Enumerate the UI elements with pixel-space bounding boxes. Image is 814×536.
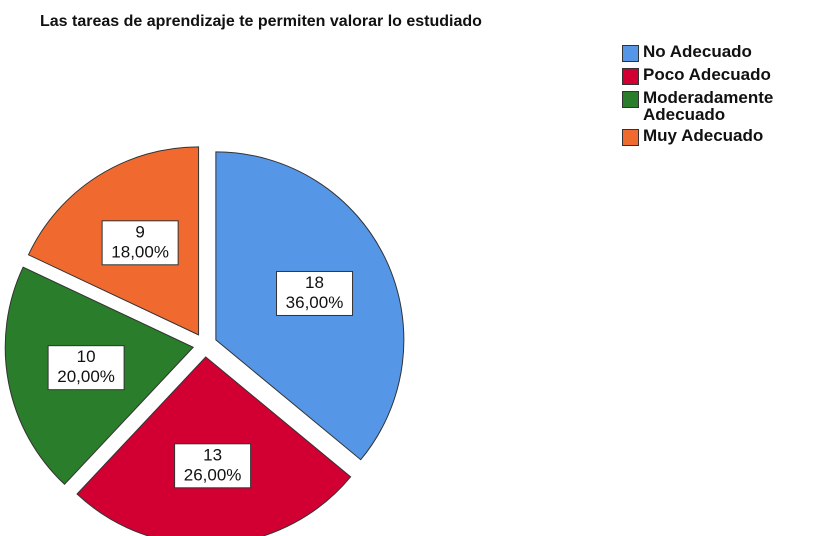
legend-item: Poco Adecuado <box>622 66 812 85</box>
label-box <box>47 345 125 391</box>
label-box <box>174 443 252 489</box>
legend-swatch <box>622 91 639 108</box>
label-count: 13 <box>203 445 222 464</box>
legend-item: No Adecuado <box>622 43 812 62</box>
label-percent: 26,00% <box>184 465 242 484</box>
legend-label: Muy Adecuado <box>643 126 764 145</box>
label-percent: 18,00% <box>111 242 169 261</box>
label-count: 18 <box>305 273 324 292</box>
label-count: 9 <box>135 222 144 241</box>
legend: No Adecuado Poco Adecuado Moderadamente Ad… <box>622 43 812 150</box>
label-count: 10 <box>77 347 96 366</box>
legend-swatch <box>622 68 639 85</box>
label-percent: 36,00% <box>286 293 344 312</box>
legend-item: Moderadamente Adecuado <box>622 89 812 123</box>
label-box <box>276 270 354 316</box>
legend-label: Poco Adecuado <box>643 65 771 84</box>
legend-label: Moderadamente Adecuado <box>643 88 774 124</box>
legend-item: Muy Adecuado <box>622 127 812 146</box>
label-percent: 20,00% <box>57 367 115 386</box>
legend-swatch <box>622 129 639 146</box>
chart-title: Las tareas de aprendizaje te permiten va… <box>40 13 482 30</box>
data-label: 918,00% <box>101 220 179 266</box>
legend-swatch <box>622 45 639 62</box>
legend-label: No Adecuado <box>643 42 752 61</box>
label-box <box>101 220 179 266</box>
